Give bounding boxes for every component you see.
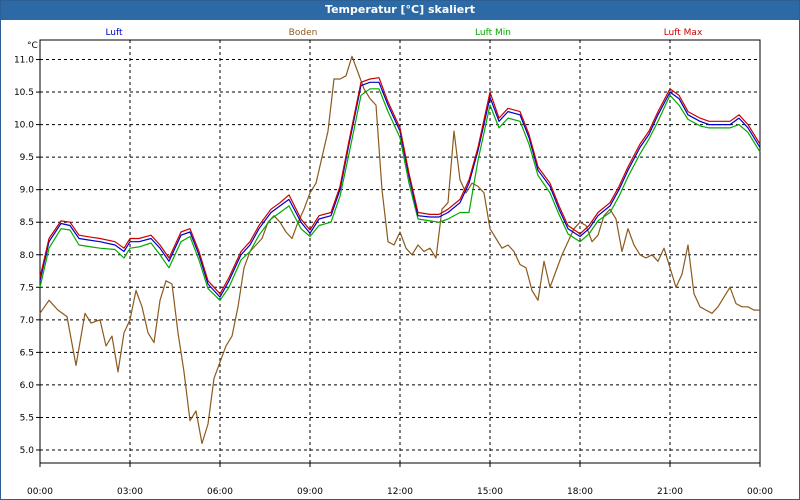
x-tick-time-label: 03:00 (117, 487, 143, 497)
y-tick-label: 8.0 (20, 251, 35, 261)
y-tick-label: 9.5 (20, 153, 34, 163)
legend-label-luft: Luft (105, 28, 123, 38)
x-tick-time-label: 21:00 (657, 487, 683, 497)
y-tick-label: 11.0 (14, 56, 34, 66)
series-line-luft (39, 81, 761, 298)
y-tick-label: 8.5 (20, 218, 34, 228)
series-line-luft-min (39, 88, 761, 301)
y-tick-label: 5.5 (20, 413, 34, 423)
y-tick-label: 10.0 (14, 121, 34, 131)
plot-area-border (39, 39, 761, 464)
window-title: Temperatur [°C] skaliert (1, 1, 799, 20)
y-tick-label: 6.5 (20, 348, 34, 358)
series-line-boden (39, 55, 760, 445)
series-line-luft-max (39, 77, 761, 295)
y-tick-label: 9.0 (20, 186, 35, 196)
y-tick-label: 7.5 (20, 283, 34, 293)
x-tick-time-label: 09:00 (297, 487, 323, 497)
legend-label-boden: Boden (289, 28, 318, 38)
x-tick-time-label: 06:00 (207, 487, 233, 497)
y-tick-label: 6.0 (20, 381, 35, 391)
y-tick-label: 7.0 (20, 316, 35, 326)
x-tick-time-label: 12:00 (387, 487, 413, 497)
y-axis-unit-label: °C (27, 41, 38, 51)
legend-label-luft-max: Luft Max (664, 28, 703, 38)
x-tick-time-label: 00:00 (747, 487, 773, 497)
chart-canvas: Luft Boden Luft Min Luft Max °C 5.0 5.5 6.… (14, 28, 773, 497)
legend-label-luft-min: Luft Min (475, 28, 511, 38)
x-tick-time-label: 00:00 (27, 487, 53, 497)
x-tick-time-label: 18:00 (567, 487, 593, 497)
y-tick-label: 10.5 (14, 88, 34, 98)
y-tick-label: 5.0 (20, 446, 35, 456)
x-tick-time-label: 15:00 (477, 487, 503, 497)
